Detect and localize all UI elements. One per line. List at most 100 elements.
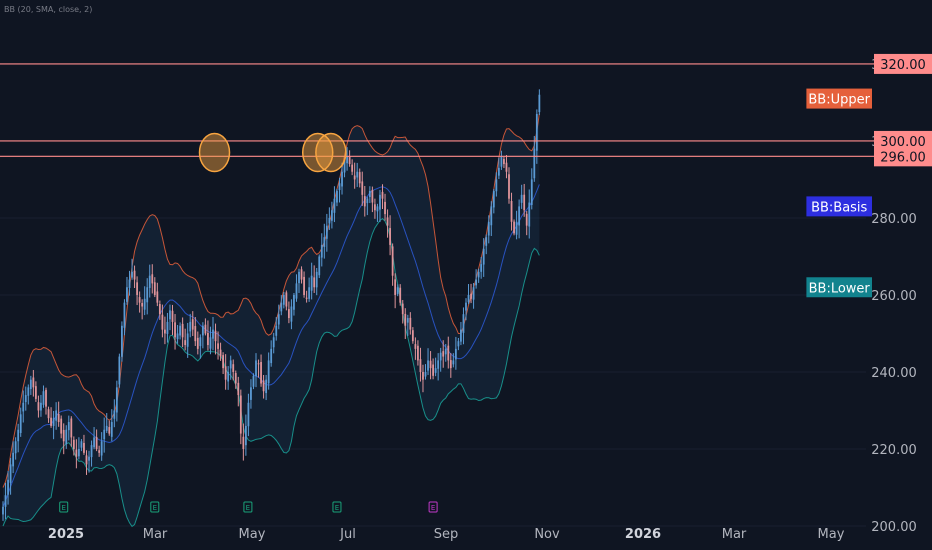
x-tick-label: Jul bbox=[339, 527, 356, 542]
candle-body bbox=[280, 302, 283, 312]
candle bbox=[535, 109, 538, 164]
candle-body bbox=[242, 436, 245, 449]
candle-body bbox=[485, 237, 488, 246]
candle bbox=[181, 317, 184, 348]
candle bbox=[414, 337, 417, 360]
x-tick-label: Mar bbox=[722, 527, 747, 542]
candle-body bbox=[460, 329, 462, 342]
candle-body bbox=[212, 329, 214, 339]
candle bbox=[250, 379, 252, 409]
price-tag-bg bbox=[874, 53, 932, 74]
candle bbox=[141, 299, 144, 320]
candle bbox=[83, 434, 85, 455]
candle-body bbox=[490, 206, 493, 226]
earnings-marker[interactable]: E bbox=[243, 501, 253, 513]
candle bbox=[341, 162, 343, 195]
candle bbox=[313, 265, 316, 293]
earnings-marker[interactable]: E bbox=[332, 501, 342, 513]
earnings-marker[interactable]: E bbox=[59, 501, 69, 513]
horizontal-levels[interactable] bbox=[0, 63, 932, 157]
candle-body bbox=[204, 324, 207, 334]
candle-body bbox=[232, 364, 235, 372]
candle-body bbox=[503, 158, 505, 165]
candle bbox=[118, 353, 121, 388]
candle bbox=[444, 343, 447, 362]
candles bbox=[2, 89, 541, 521]
candle bbox=[325, 213, 328, 252]
candle-body bbox=[363, 196, 366, 207]
candle-body bbox=[351, 164, 354, 172]
candle-body bbox=[287, 309, 290, 319]
candle bbox=[17, 423, 20, 453]
candle bbox=[518, 199, 521, 239]
candle bbox=[447, 336, 450, 369]
candle bbox=[199, 334, 202, 359]
candle-body bbox=[113, 410, 116, 419]
candle bbox=[131, 258, 133, 280]
highlight-circles bbox=[198, 132, 347, 173]
candle-body bbox=[477, 271, 480, 278]
candle-body bbox=[128, 279, 131, 289]
upper-band-line bbox=[2, 113, 540, 488]
candle-body bbox=[98, 450, 101, 453]
earnings-marker-box bbox=[243, 501, 253, 513]
candle-body bbox=[103, 429, 106, 440]
candle bbox=[224, 354, 227, 390]
candle-body bbox=[508, 174, 510, 199]
candle-body bbox=[166, 321, 169, 334]
candle-body bbox=[386, 217, 389, 226]
candle bbox=[487, 215, 490, 244]
candle-body bbox=[275, 325, 278, 336]
candle-body bbox=[525, 213, 528, 226]
candle-body bbox=[411, 330, 414, 342]
x-tick-label: Nov bbox=[534, 527, 560, 542]
candle-body bbox=[12, 452, 15, 467]
price-tag-label: 296.00 bbox=[880, 150, 926, 165]
earnings-marker[interactable]: E bbox=[428, 501, 438, 513]
candle bbox=[212, 317, 214, 351]
candle bbox=[315, 267, 318, 296]
candle bbox=[462, 307, 465, 345]
earnings-marker[interactable]: E bbox=[150, 501, 160, 513]
candle-body bbox=[108, 427, 111, 434]
candle bbox=[528, 189, 531, 239]
highlight-circle bbox=[198, 132, 231, 173]
candle-body bbox=[141, 303, 144, 307]
candle-body bbox=[533, 148, 536, 179]
candle bbox=[318, 254, 321, 279]
candle-body bbox=[262, 380, 265, 392]
candle-body bbox=[325, 225, 328, 239]
candle-body bbox=[300, 269, 303, 280]
candle-body bbox=[24, 395, 27, 403]
candle-body bbox=[356, 171, 359, 178]
candle bbox=[497, 157, 500, 180]
candle bbox=[244, 414, 247, 456]
candle bbox=[396, 284, 399, 297]
candle-body bbox=[247, 402, 250, 427]
candle-body bbox=[93, 437, 95, 448]
indicator-label[interactable]: BB (20, SMA, close, 2) bbox=[4, 5, 92, 14]
candle bbox=[351, 159, 354, 176]
candle-body bbox=[277, 314, 280, 325]
candle-body bbox=[136, 282, 138, 295]
candle-body bbox=[348, 156, 351, 165]
time-axis[interactable]: 2025 Mar May Jul Sep Nov 2026 Mar May bbox=[48, 527, 845, 542]
candle bbox=[358, 168, 361, 188]
candle-body bbox=[265, 379, 268, 394]
candle-body bbox=[224, 366, 227, 380]
candle-body bbox=[396, 287, 399, 295]
price-tag-bg bbox=[874, 146, 932, 167]
x-tick-label: Mar bbox=[143, 527, 168, 542]
candle bbox=[439, 347, 442, 372]
candle-body bbox=[90, 445, 93, 458]
candle bbox=[427, 348, 429, 375]
candle bbox=[290, 299, 293, 330]
candle bbox=[457, 338, 460, 351]
candle-body bbox=[492, 190, 495, 208]
candle-body bbox=[189, 321, 192, 332]
bollinger-bands bbox=[2, 113, 540, 528]
candle bbox=[260, 354, 262, 387]
candle-body bbox=[323, 237, 326, 247]
